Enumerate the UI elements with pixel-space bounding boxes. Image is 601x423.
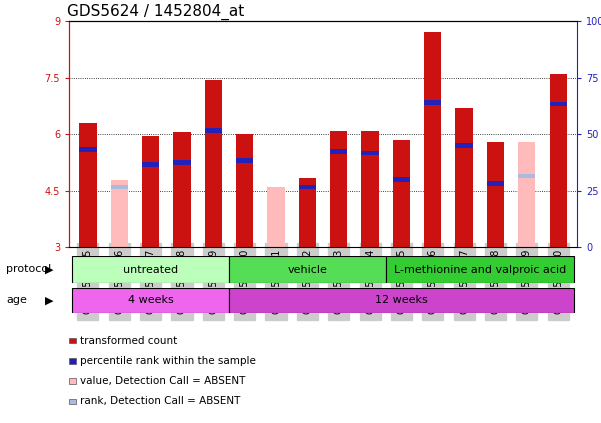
Text: ▶: ▶	[45, 264, 53, 275]
Text: age: age	[6, 295, 27, 305]
Text: vehicle: vehicle	[287, 265, 328, 275]
Bar	[79, 147, 97, 152]
Bar	[393, 177, 410, 182]
Text: 4 weeks: 4 weeks	[128, 295, 174, 305]
Text: 12 weeks: 12 weeks	[375, 295, 428, 305]
Bar	[205, 80, 222, 247]
Text: transformed count: transformed count	[80, 335, 177, 346]
Bar	[72, 288, 229, 313]
Bar	[142, 136, 159, 247]
Bar	[236, 159, 253, 163]
Bar	[229, 288, 574, 313]
Bar	[424, 33, 441, 247]
Bar	[487, 142, 504, 247]
Bar	[361, 131, 379, 247]
Bar	[72, 256, 229, 283]
Text: GDS5624 / 1452804_at: GDS5624 / 1452804_at	[67, 3, 244, 20]
Text: L-methionine and valproic acid: L-methionine and valproic acid	[394, 265, 566, 275]
Bar	[205, 128, 222, 133]
Bar	[267, 187, 285, 247]
Bar	[393, 140, 410, 247]
Bar	[330, 149, 347, 154]
Bar	[173, 132, 191, 247]
Text: ▶: ▶	[45, 295, 53, 305]
Bar	[549, 102, 567, 107]
Bar	[549, 74, 567, 247]
Text: value, Detection Call = ABSENT: value, Detection Call = ABSENT	[80, 376, 246, 386]
Text: rank, Detection Call = ABSENT: rank, Detection Call = ABSENT	[80, 396, 240, 407]
Bar	[424, 100, 441, 104]
Bar	[456, 108, 473, 247]
Text: protocol: protocol	[6, 264, 51, 275]
Bar	[456, 143, 473, 148]
Bar	[236, 135, 253, 247]
Bar	[111, 180, 128, 247]
Bar	[173, 160, 191, 165]
Bar	[386, 256, 574, 283]
Text: percentile rank within the sample: percentile rank within the sample	[80, 356, 256, 366]
Bar	[487, 181, 504, 186]
Bar	[111, 185, 128, 190]
Bar	[299, 185, 316, 190]
Bar	[330, 131, 347, 247]
Bar	[518, 173, 535, 178]
Bar	[518, 142, 535, 247]
Text: untreated: untreated	[123, 265, 178, 275]
Bar	[361, 151, 379, 155]
Bar	[299, 178, 316, 247]
Bar	[79, 123, 97, 247]
Bar	[229, 256, 386, 283]
Bar	[142, 162, 159, 167]
